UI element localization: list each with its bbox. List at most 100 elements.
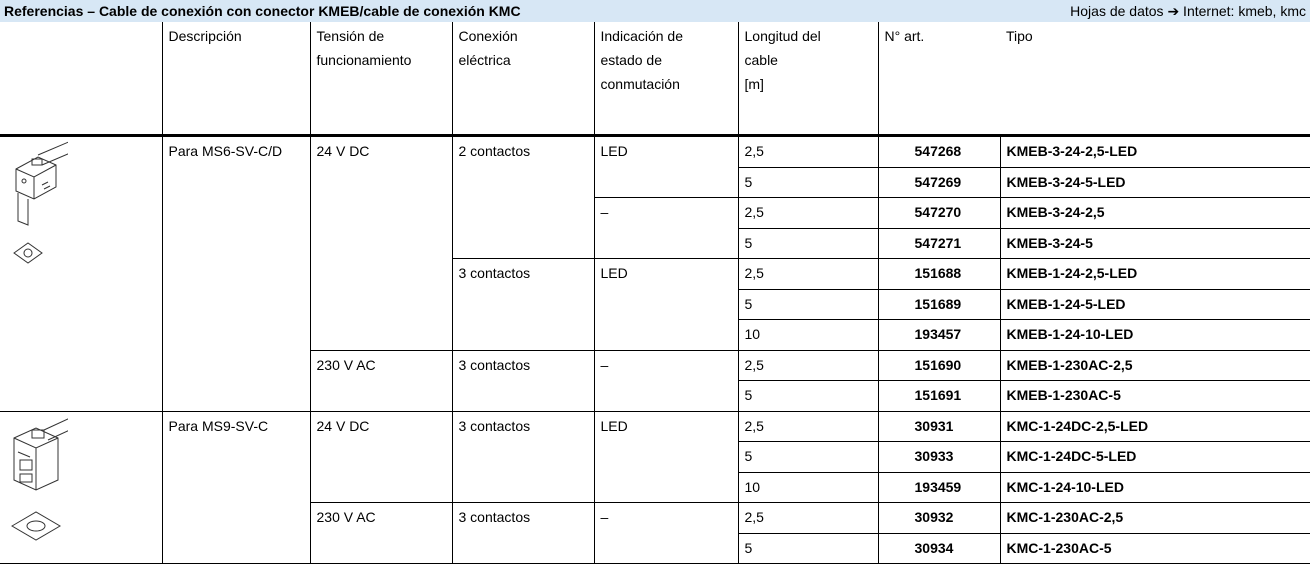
header-cell: Tipo (1000, 22, 1310, 137)
header-text: Tipo (1006, 28, 1033, 44)
cable-length: 2,5 (737, 349, 879, 381)
type: KMEB-3-24-5 (1000, 227, 1310, 259)
header-text: Conexión (458, 28, 518, 44)
table-row: 230 V AC 3 contactos –2,5 30932 KMC-1-230AC-… (0, 502, 1310, 564)
indication: LED (593, 135, 739, 198)
indication: – (593, 349, 739, 412)
voltage: 230 V AC (309, 502, 453, 564)
voltage: 24 V DC (309, 135, 453, 351)
header-text: funcionamiento (316, 52, 412, 68)
header-cell: Conexión eléctrica (451, 22, 594, 137)
connection: 3 contactos (451, 502, 595, 564)
cable-length: 10 (737, 319, 879, 351)
table-row: 3 contactos LED 2,5 151688 KMEB-1-24-2,5-LED (0, 258, 1310, 351)
voltage: 24 V DC (309, 410, 453, 503)
part-number: 151688 (877, 258, 1001, 290)
type: KMEB-3-24-5-LED (1000, 166, 1310, 198)
type: KMC-1-24-10-LED (1000, 471, 1310, 503)
part-number: 151691 (877, 380, 1001, 412)
cable-length: 5 (737, 441, 879, 473)
cable-length: 5 (737, 532, 879, 564)
header-cell: Descripción (161, 22, 310, 137)
indication: LED (593, 410, 739, 503)
part-number: 193459 (877, 471, 1001, 503)
type: KMEB-3-24-2,5 (1000, 197, 1310, 229)
title: Referencias – Cable de conexión con cone… (4, 3, 521, 19)
image-cell (0, 410, 163, 564)
type: KMEB-1-24-5-LED (1000, 288, 1310, 320)
cable-length: 2,5 (737, 197, 879, 229)
cable-length: 2,5 (737, 502, 879, 534)
header-cell: N° art. (877, 22, 1000, 137)
header-text: Descripción (168, 28, 242, 44)
connection: 3 contactos (451, 410, 595, 503)
header-cell: Indicación de estado de conmutación (593, 22, 738, 137)
header-cell: Tensión de funcionamiento (309, 22, 452, 137)
part-number: 547270 (877, 197, 1001, 229)
header-text: cable (744, 52, 778, 68)
connector-icon (13, 136, 111, 264)
indication: – (593, 197, 739, 259)
voltage: 230 V AC (309, 349, 453, 412)
cable-length: 5 (737, 288, 879, 320)
header-row: Descripción Tensión de funcionamiento Conex… (0, 22, 1310, 137)
connection: 3 contactos (451, 258, 595, 351)
header-cell: Longitud del cable [m] (737, 22, 878, 137)
type: KMEB-3-24-2,5-LED (1000, 135, 1310, 168)
type: KMEB-1-230AC-2,5 (1000, 349, 1310, 381)
header-cell (0, 22, 162, 137)
table-row: 10 193459 KMC-1-24-10-LED (0, 471, 1310, 503)
part-number: 547271 (877, 227, 1001, 259)
title-bar: Referencias – Cable de conexión con cone… (0, 0, 1310, 22)
part-number: 193457 (877, 319, 1001, 351)
type: KMEB-1-24-2,5-LED (1000, 258, 1310, 290)
table-row: Para MS9-SV-C 24 V DC 3 contactos LED 2,5 309… (0, 410, 1310, 564)
image-cell (0, 135, 163, 412)
type: KMEB-1-230AC-5 (1000, 380, 1310, 412)
table-row: 5 151689 KMEB-1-24-5-LED (0, 288, 1310, 320)
type: KMC-1-230AC-5 (1000, 532, 1310, 564)
cable-length: 5 (737, 166, 879, 198)
connection: 3 contactos (451, 349, 595, 412)
table-row: 10 193457 KMEB-1-24-10-LED (0, 319, 1310, 351)
part-number: 151690 (877, 349, 1001, 381)
header-text: estado de (600, 52, 663, 68)
header-text: [m] (744, 76, 764, 92)
type: KMC-1-230AC-2,5 (1000, 502, 1310, 534)
table-row: Para MS6-SV-C/D 24 V DC 2 contactos LED 2,5 5… (0, 135, 1310, 412)
header-text: Indicación de (600, 28, 684, 44)
indication: – (593, 502, 739, 564)
part-number: 547269 (877, 166, 1001, 198)
header-text: Tensión de (316, 28, 385, 44)
table-row: 5 30934 KMC-1-230AC-5 (0, 532, 1310, 564)
header-text: eléctrica (458, 52, 511, 68)
type: KMEB-1-24-10-LED (1000, 319, 1310, 351)
part-number: 30931 (877, 410, 1001, 442)
type: KMC-1-24DC-5-LED (1000, 441, 1310, 473)
part-number: 30932 (877, 502, 1001, 534)
description: Para MS6-SV-C/D (161, 135, 311, 412)
reference-table: Descripción Tensión de funcionamiento Conex… (0, 22, 1310, 564)
header-text: Longitud del (744, 28, 821, 44)
cable-length: 5 (737, 380, 879, 412)
cable-length: 2,5 (737, 258, 879, 290)
cable-length: 2,5 (737, 410, 879, 442)
cable-length: 2,5 (737, 135, 879, 168)
cable-length: 10 (737, 471, 879, 503)
part-number: 547268 (877, 135, 1001, 168)
type: KMC-1-24DC-2,5-LED (1000, 410, 1310, 442)
cable-length: 5 (737, 227, 879, 259)
table-row: 5 30933 KMC-1-24DC-5-LED (0, 441, 1310, 473)
table-body: Para MS6-SV-C/D 24 V DC 2 contactos LED 2,5 5… (0, 135, 1310, 564)
part-number: 30933 (877, 441, 1001, 473)
part-number: 151689 (877, 288, 1001, 320)
connector-icon (11, 411, 110, 541)
description: Para MS9-SV-C (161, 410, 311, 564)
connection: 2 contactos (451, 135, 595, 259)
part-number: 30934 (877, 532, 1001, 564)
header-text: N° art. (884, 28, 925, 44)
note: Hojas de datos ➔ Internet: kmeb, kmc (1070, 2, 1306, 19)
table-row: 230 V AC 3 contactos –2,5 151690 KMEB-1-230A… (0, 349, 1310, 412)
indication: LED (593, 258, 739, 351)
